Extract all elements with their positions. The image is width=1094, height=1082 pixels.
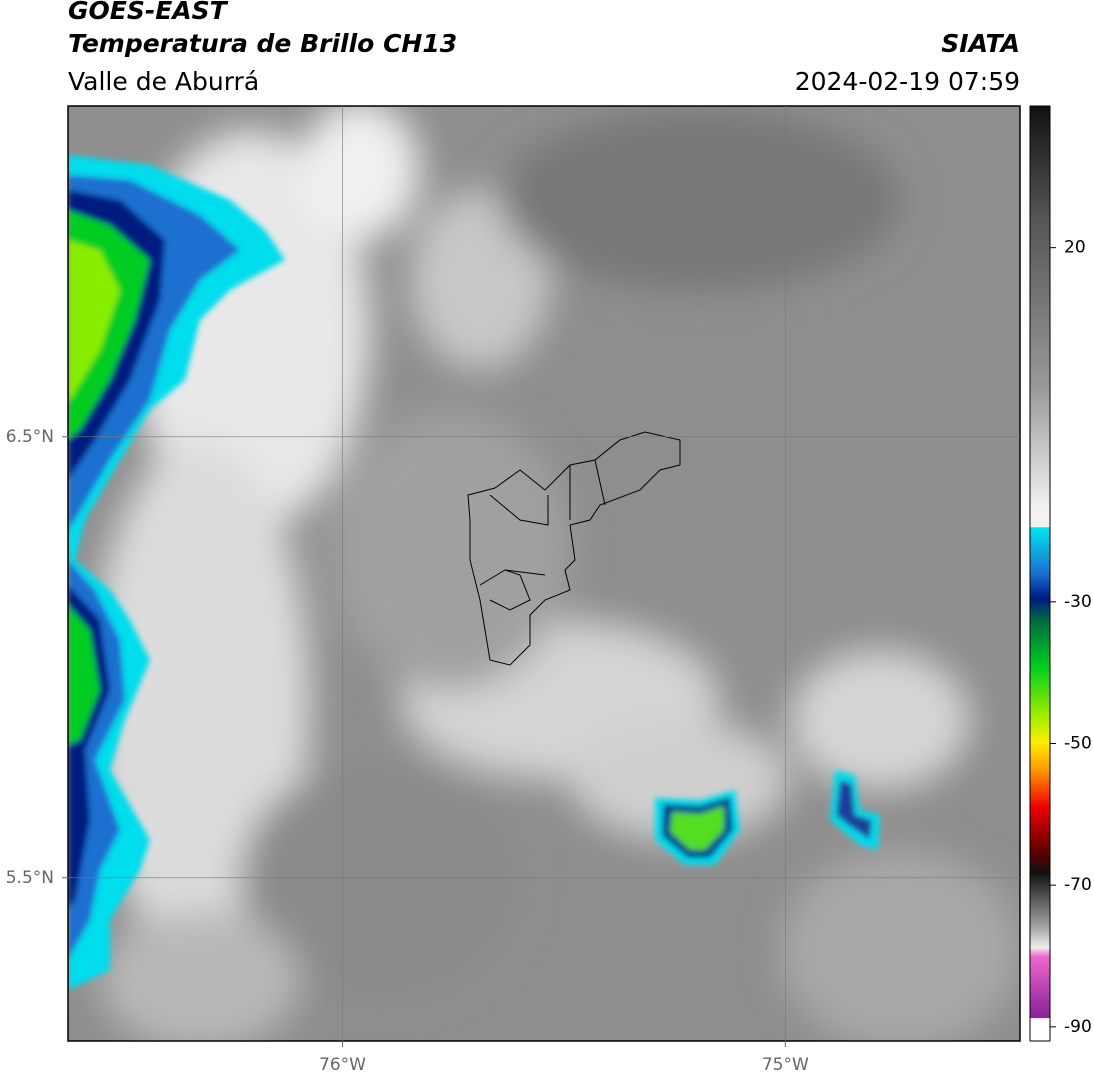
colorbar-label: -50 — [1064, 734, 1092, 754]
colorbar-label: -70 — [1064, 875, 1092, 895]
x-tick-label: 76°W — [319, 1055, 366, 1075]
y-tick-label: 6.5°N — [6, 427, 54, 447]
x-tick-label: 75°W — [762, 1055, 809, 1075]
title: GOES-EAST — [68, 0, 229, 25]
y-tick-label: 5.5°N — [6, 868, 54, 888]
map-frame — [67, 105, 1021, 1042]
source: SIATA — [941, 29, 1020, 58]
colorbar-label: 20 — [1064, 238, 1086, 258]
colorbar — [1029, 105, 1051, 1042]
colorbar-label: -30 — [1064, 592, 1092, 612]
colorbar-label: -90 — [1064, 1017, 1092, 1037]
subtitle: Temperatura de Brillo CH13 — [68, 29, 457, 58]
datetime: 2024-02-19 07:59 — [795, 67, 1020, 96]
region: Valle de Aburrá — [68, 67, 259, 96]
satellite-image — [68, 106, 1020, 1041]
